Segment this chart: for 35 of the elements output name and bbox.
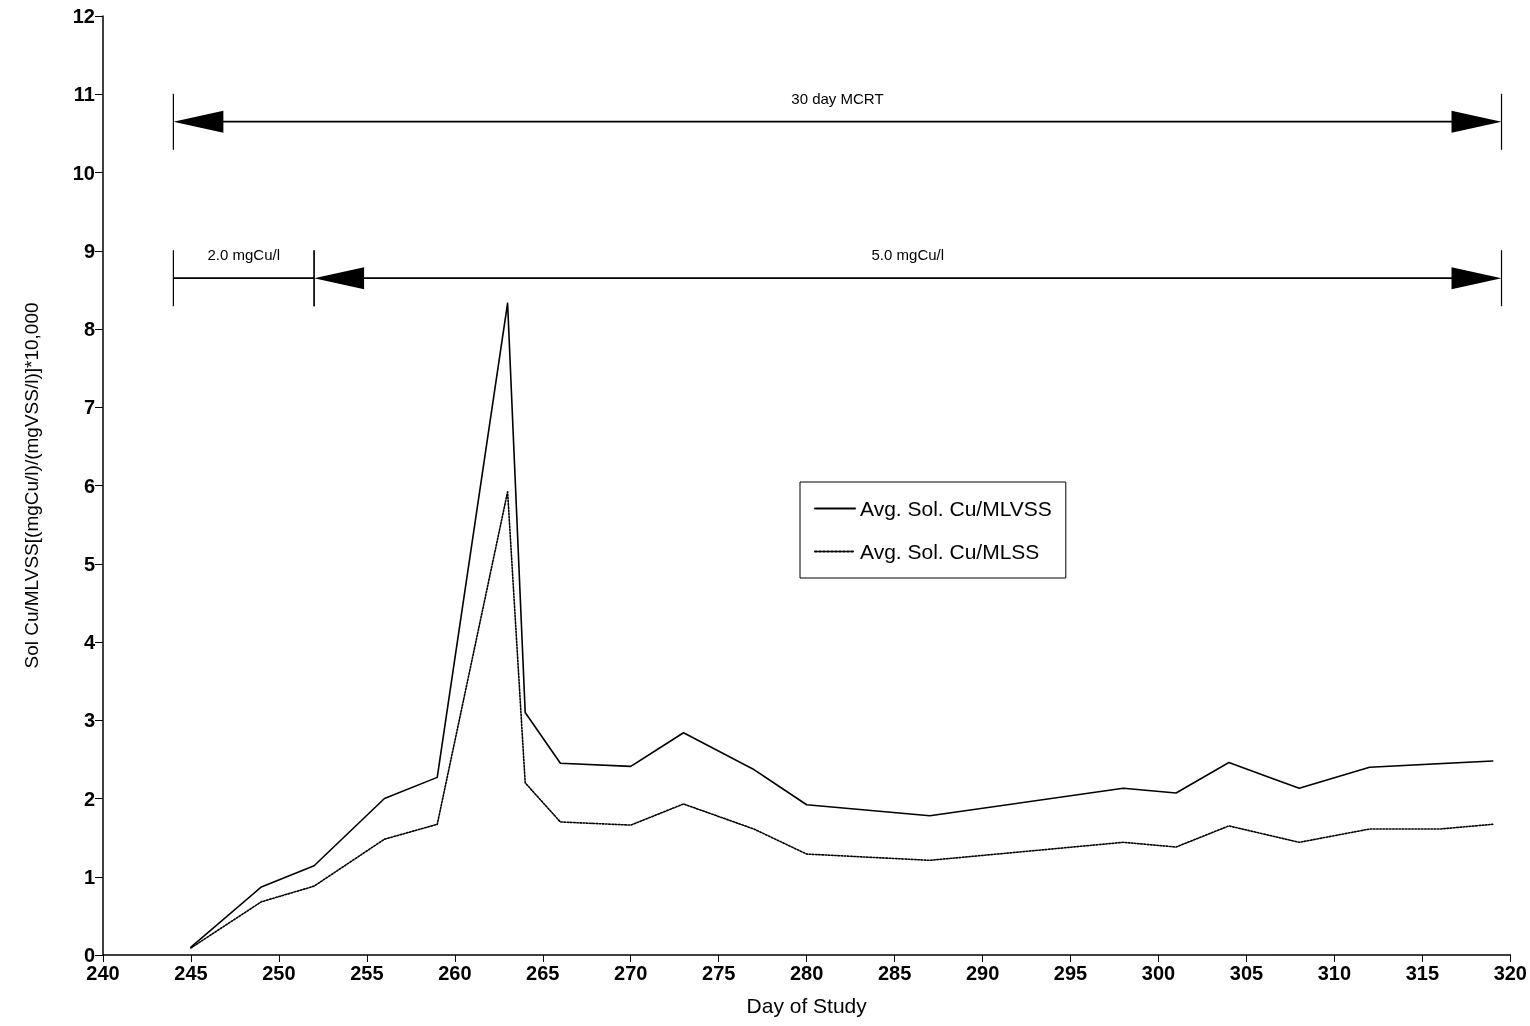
x-tick-label: 255 xyxy=(350,962,384,984)
y-axis-title: Sol Cu/MLVSS[(mgCu/l)/(mgVSS/l)]*10,000 xyxy=(21,302,42,669)
x-tick-label: 290 xyxy=(965,962,1000,984)
y-tick-label: 8 xyxy=(83,318,95,340)
x-tick-label: 320 xyxy=(1493,962,1527,984)
y-tick-label: 6 xyxy=(83,474,95,497)
y-tick-label: 5 xyxy=(83,552,95,575)
x-tick-label: 275 xyxy=(702,962,736,984)
y-tick-label: 4 xyxy=(83,631,96,653)
y-tick-label: 2 xyxy=(83,787,95,810)
y-tick-label: 10 xyxy=(72,161,95,184)
x-axis-title: Day of Study xyxy=(746,994,868,1017)
y-tick-label: 7 xyxy=(83,396,95,419)
legend-label: Avg. Sol. Cu/MLVSS xyxy=(860,497,1052,520)
x-tick-label: 295 xyxy=(1053,962,1088,984)
x-tick-label: 315 xyxy=(1405,962,1440,984)
y-tick-label: 3 xyxy=(83,709,95,732)
legend-label: Avg. Sol. Cu/MLSS xyxy=(860,540,1040,563)
annotation: 2.0 mgCu/l xyxy=(207,246,280,264)
x-tick-label: 270 xyxy=(614,962,648,984)
y-tick-label: 11 xyxy=(73,83,95,106)
x-tick-label: 265 xyxy=(526,962,560,984)
y-tick-label: 9 xyxy=(83,239,95,262)
y-tick-label: 1 xyxy=(83,865,95,888)
x-tick-label: 285 xyxy=(877,962,912,984)
x-tick-label: 305 xyxy=(1229,962,1264,984)
x-tick-label: 260 xyxy=(438,962,472,984)
x-tick-label: 300 xyxy=(1141,962,1176,984)
annotation: 5.0 mgCu/l xyxy=(871,246,945,264)
x-tick-label: 310 xyxy=(1317,962,1352,984)
x-tick-label: 250 xyxy=(262,962,296,984)
x-tick-label: 280 xyxy=(789,962,824,984)
x-tick-label: 245 xyxy=(174,962,208,984)
annotation: 30 day MCRT xyxy=(791,89,884,107)
y-tick-label: 12 xyxy=(72,5,95,27)
